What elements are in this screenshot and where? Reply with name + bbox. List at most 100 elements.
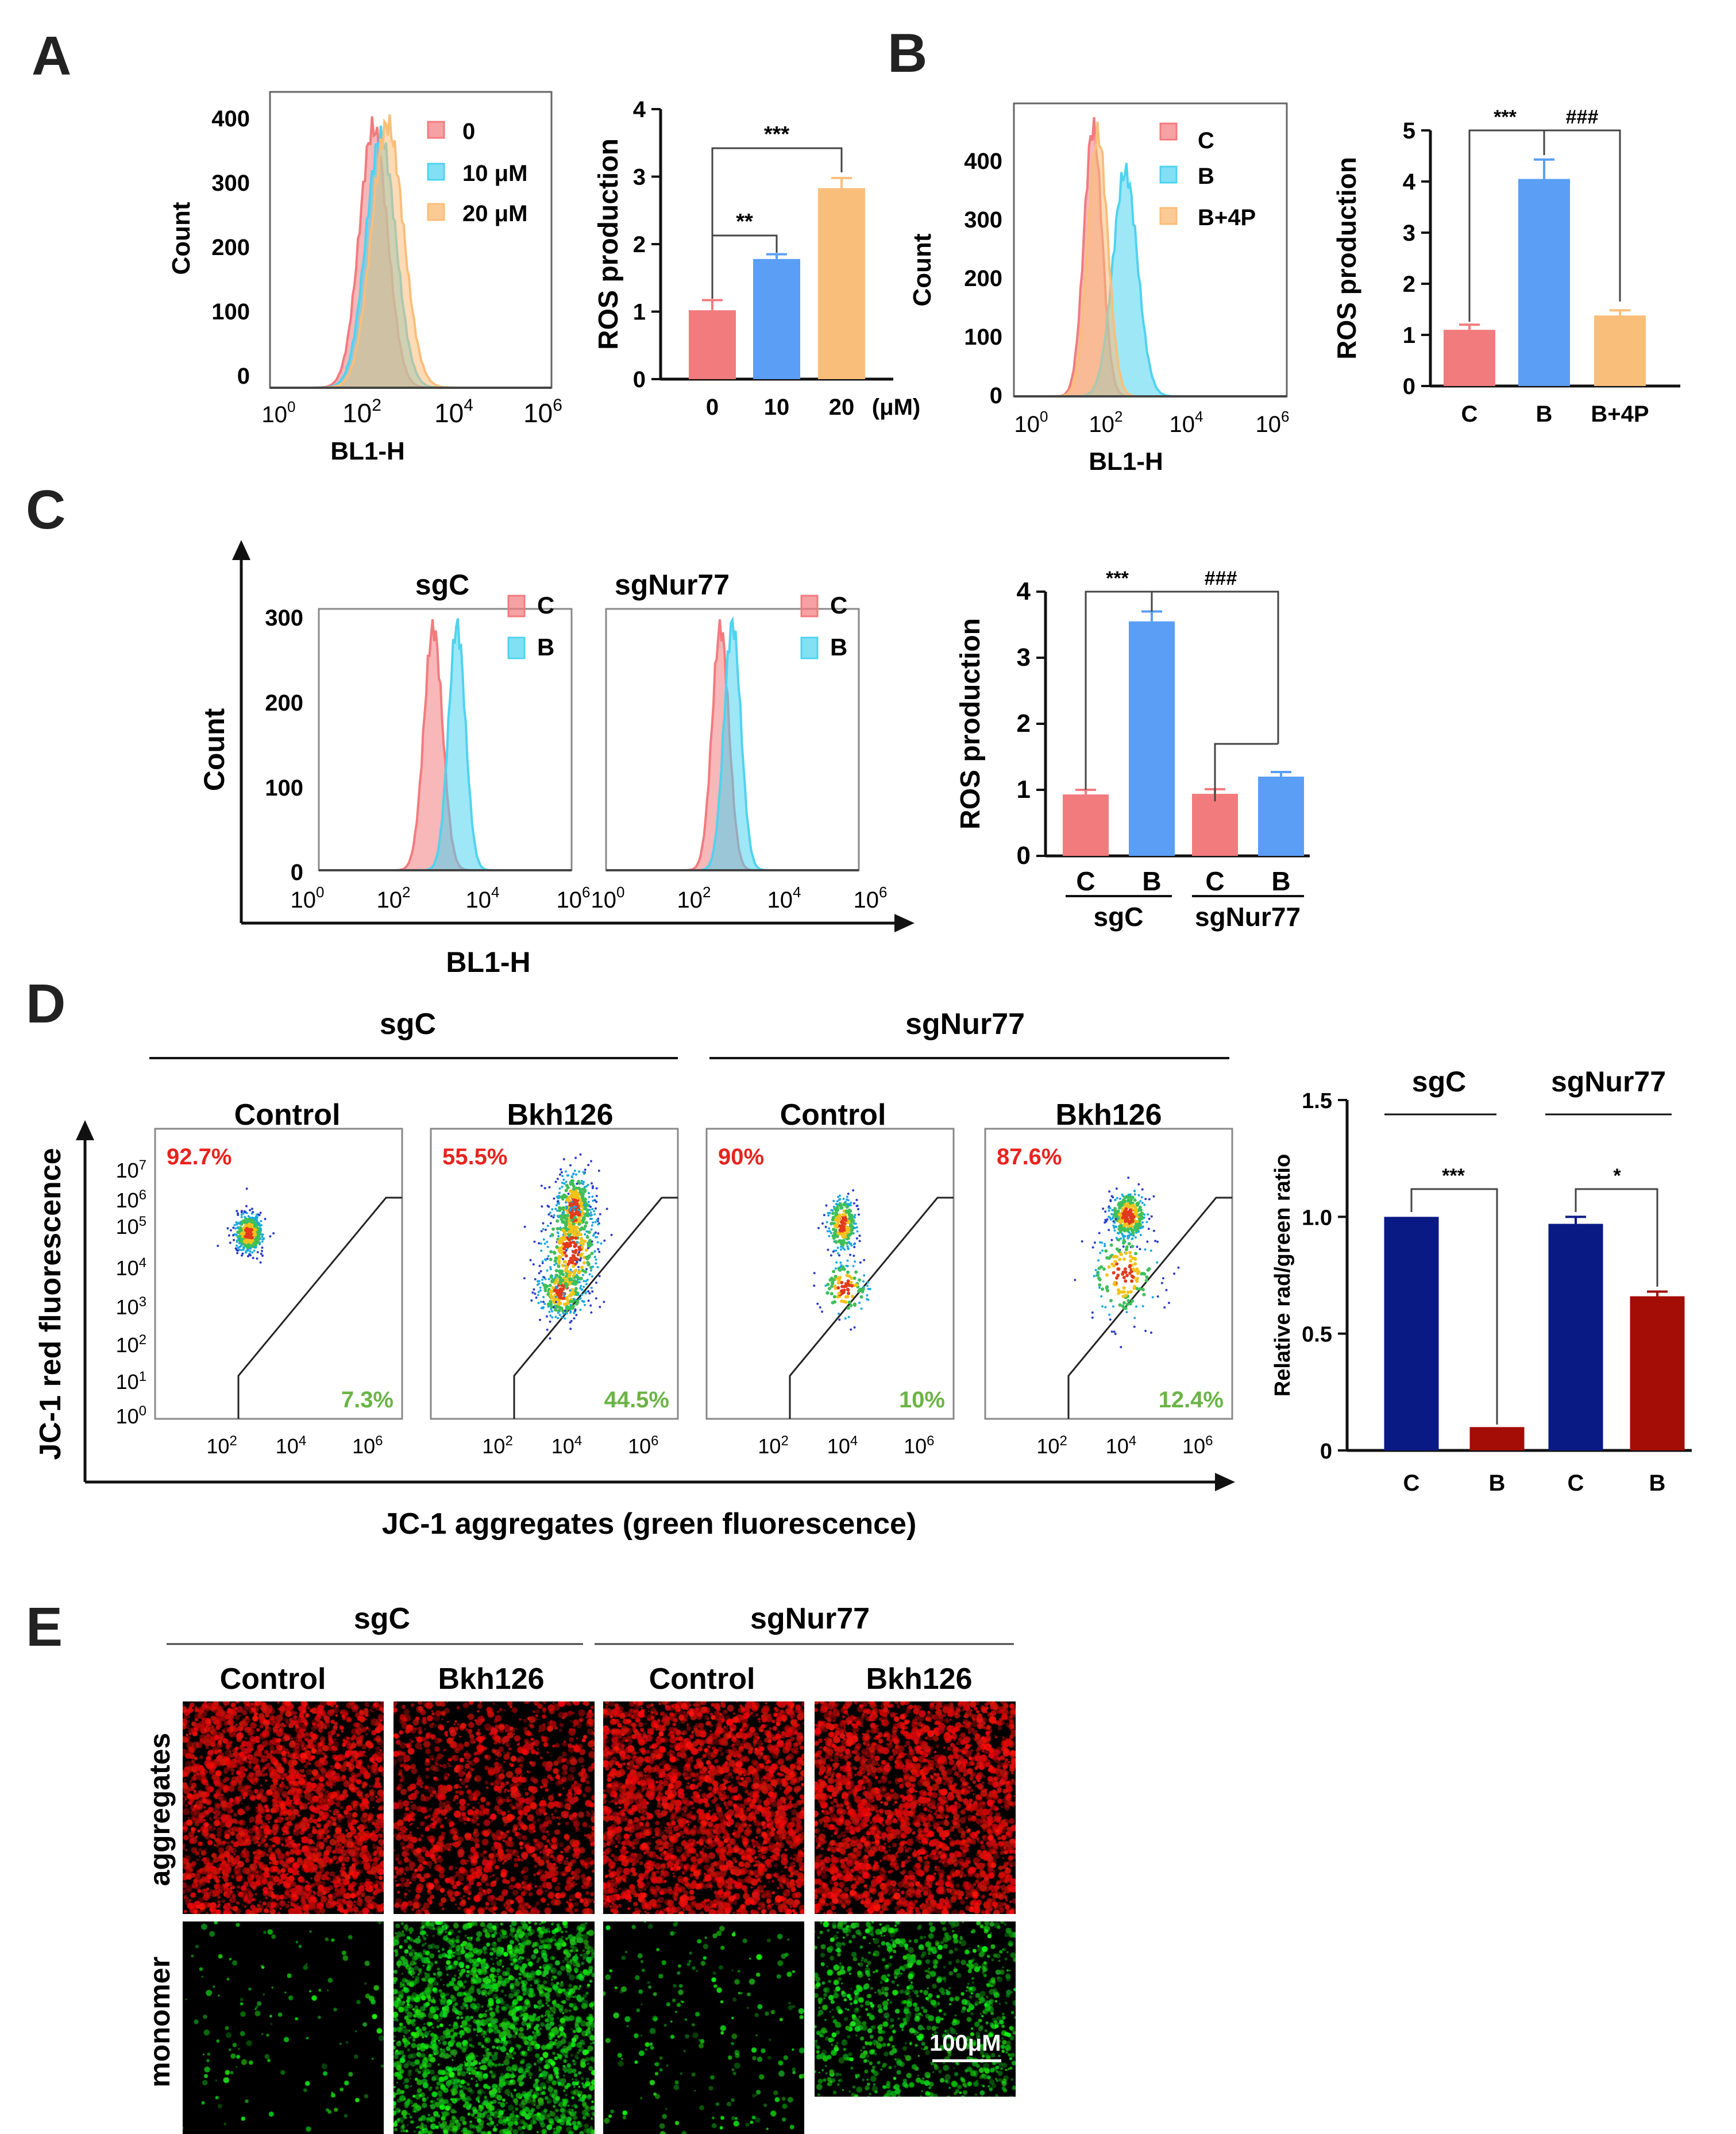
event-dot [1098, 1232, 1101, 1234]
flow-plot: 102 104 106 90% 10% [705, 1128, 955, 1458]
event-dot [562, 1221, 566, 1224]
bar [1469, 1427, 1525, 1450]
event-dot [836, 1217, 840, 1221]
event-dot [585, 1268, 588, 1271]
category-label: B [1489, 1471, 1506, 1496]
event-dot [596, 1241, 599, 1244]
bar [1630, 1296, 1685, 1450]
event-dot [830, 1254, 832, 1257]
y-tick-label: 1 [1403, 323, 1415, 348]
event-dot [827, 1248, 830, 1251]
y-axis-arrowhead [232, 540, 250, 560]
event-dot [573, 1279, 577, 1283]
significance-label: *** [1106, 568, 1129, 589]
event-dot [851, 1218, 855, 1222]
x-axis-label: BL1-H [446, 946, 530, 978]
histogram-c-sgnur77-curves [606, 616, 859, 871]
x-tick-label: 104 [466, 883, 500, 913]
event-dot [554, 1256, 558, 1260]
event-dot [1120, 1201, 1123, 1205]
significance-label: ### [1205, 568, 1237, 589]
event-dot [1121, 1193, 1124, 1196]
event-dot [244, 1228, 248, 1232]
event-dot [547, 1213, 550, 1216]
event-dot [574, 1309, 577, 1312]
event-dot [821, 1222, 824, 1225]
category-label: B [1649, 1471, 1666, 1496]
event-dot [824, 1284, 827, 1287]
event-dot [244, 1215, 246, 1218]
event-dot [580, 1257, 582, 1260]
significance-bracket [1151, 591, 1279, 744]
gate-percentage-upper: 92.7% [167, 1144, 232, 1170]
category-label: B+4P [1591, 402, 1649, 427]
event-dot [1151, 1296, 1154, 1299]
event-dot [531, 1291, 534, 1294]
event-dot [559, 1241, 563, 1245]
event-dot [585, 1230, 588, 1233]
y-tick-label: 4 [633, 97, 646, 122]
panel-letter-d: D [26, 973, 65, 1035]
event-dot [549, 1234, 552, 1237]
event-dot [584, 1291, 587, 1294]
y-axis-label: Count [198, 708, 230, 791]
x-tick-label: 106 [904, 1433, 934, 1458]
event-dot [573, 1170, 576, 1172]
event-dot [852, 1265, 855, 1268]
event-dot [1147, 1213, 1149, 1216]
legend-swatch [800, 636, 819, 659]
event-dot [561, 1272, 565, 1276]
legend-swatch [800, 595, 819, 618]
event-dot [226, 1227, 229, 1230]
event-dot [237, 1238, 240, 1240]
event-dot [1119, 1253, 1123, 1256]
event-dot [576, 1299, 580, 1303]
event-dot [1125, 1248, 1128, 1252]
event-dot [549, 1268, 552, 1271]
event-dot [1113, 1280, 1117, 1284]
event-dot [549, 1290, 553, 1294]
event-dot [1116, 1267, 1120, 1271]
event-dot [1135, 1276, 1139, 1280]
event-dot [1138, 1207, 1142, 1211]
event-dot [245, 1205, 248, 1207]
histogram-b-y-ticks: 0 100 200 300 400 [964, 149, 1002, 408]
event-dot [572, 1195, 575, 1199]
event-dot [838, 1254, 841, 1257]
event-dot [557, 1311, 560, 1314]
event-dot [860, 1307, 863, 1310]
event-dot [546, 1269, 549, 1272]
event-dot [847, 1208, 851, 1212]
event-dot [844, 1282, 848, 1286]
x-tick-label: 104 [276, 1433, 306, 1458]
scale-bar [932, 2059, 1001, 2062]
event-dot [1149, 1249, 1152, 1252]
y-tick-label: 0 [1403, 374, 1415, 399]
event-dot [1123, 1220, 1127, 1224]
y-tick-label: 5 [1403, 118, 1415, 144]
event-dot [552, 1306, 555, 1309]
event-dot [254, 1217, 257, 1220]
y-axis-label: ROS production [955, 618, 986, 829]
event-dot [569, 1278, 573, 1282]
bar [753, 258, 800, 379]
event-dot [1124, 1251, 1128, 1255]
event-dot [557, 1261, 561, 1265]
event-dot [560, 1168, 562, 1171]
event-dot [843, 1203, 846, 1207]
event-dot [1101, 1241, 1104, 1244]
event-dot [549, 1320, 551, 1323]
event-dot [246, 1238, 250, 1242]
event-dot [850, 1328, 852, 1331]
event-dot [561, 1309, 565, 1313]
event-dot [1101, 1287, 1105, 1291]
event-dot [846, 1203, 849, 1206]
event-dot [561, 1296, 565, 1301]
event-dot [560, 1171, 563, 1174]
event-dot [576, 1260, 578, 1263]
event-dot [551, 1227, 555, 1231]
event-dot [597, 1223, 600, 1226]
event-dot [578, 1298, 581, 1301]
event-dot [852, 1189, 855, 1192]
event-dot [238, 1222, 241, 1225]
